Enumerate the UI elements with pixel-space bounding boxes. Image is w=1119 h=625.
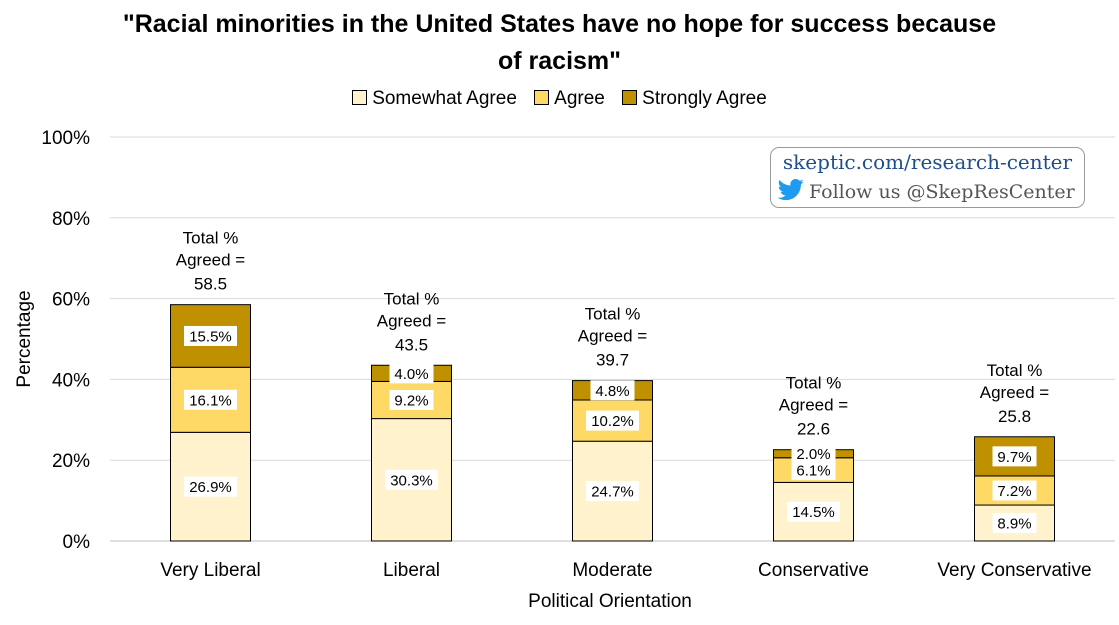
total-value: 43.5 bbox=[395, 335, 428, 354]
y-tick-label: 100% bbox=[41, 128, 90, 149]
legend-swatch-agree bbox=[534, 90, 550, 105]
data-label-bg bbox=[184, 389, 237, 410]
data-label-bg bbox=[586, 481, 639, 502]
total-value: 58.5 bbox=[194, 275, 227, 294]
data-label: 16.1% bbox=[189, 392, 232, 409]
data-label-bg bbox=[992, 513, 1037, 534]
y-tick-label: 0% bbox=[63, 532, 91, 553]
data-label: 8.9% bbox=[997, 516, 1031, 533]
x-tick-label: Very Liberal bbox=[160, 560, 260, 581]
legend-item-somewhat-agree: Somewhat Agree bbox=[352, 88, 517, 110]
data-label: 2.0% bbox=[796, 446, 830, 463]
total-label-line1: Total % bbox=[183, 229, 239, 248]
total-label-line2: Agreed = bbox=[377, 311, 447, 330]
y-axis-label: Percentage bbox=[14, 290, 35, 387]
data-label-bg bbox=[389, 390, 434, 411]
title-line-2: of racism" bbox=[497, 47, 621, 75]
data-label-bg bbox=[184, 476, 237, 497]
y-tick-label: 40% bbox=[52, 370, 90, 391]
legend-swatch-somewhat-agree bbox=[352, 90, 368, 105]
x-tick-label: Very Conservative bbox=[937, 560, 1091, 581]
legend-item-strongly-agree: Strongly Agree bbox=[622, 88, 767, 110]
twitter-bird-icon bbox=[777, 179, 805, 206]
total-value: 22.6 bbox=[797, 420, 830, 439]
data-label: 9.7% bbox=[997, 449, 1031, 466]
data-label-bg bbox=[389, 363, 434, 384]
x-tick-label: Liberal bbox=[383, 560, 440, 581]
data-label-bg bbox=[791, 443, 836, 464]
watermark-box: skeptic.com/research-center Follow us @S… bbox=[770, 147, 1085, 208]
legend: Somewhat Agree Agree Strongly Agree bbox=[0, 88, 1119, 110]
data-label: 15.5% bbox=[189, 328, 232, 345]
data-label: 10.2% bbox=[591, 413, 634, 430]
legend-label-agree: Agree bbox=[554, 88, 605, 109]
legend-swatch-strongly-agree bbox=[622, 90, 638, 105]
total-label-line2: Agreed = bbox=[176, 251, 246, 270]
x-tick-label: Conservative bbox=[758, 560, 869, 581]
data-label: 14.5% bbox=[792, 504, 835, 521]
legend-label-strongly-agree: Strongly Agree bbox=[642, 88, 767, 109]
data-label-bg bbox=[586, 410, 639, 431]
data-label-bg bbox=[385, 469, 438, 490]
data-label-bg bbox=[184, 325, 237, 346]
y-tick-label: 60% bbox=[52, 290, 90, 311]
total-label-line2: Agreed = bbox=[980, 383, 1050, 402]
legend-label-somewhat-agree: Somewhat Agree bbox=[372, 88, 517, 109]
watermark-follow-text: Follow us @SkepResCenter bbox=[809, 181, 1075, 203]
legend-item-agree: Agree bbox=[534, 88, 605, 110]
total-label-line1: Total % bbox=[585, 305, 641, 324]
total-label-line2: Agreed = bbox=[779, 396, 849, 415]
total-label-line1: Total % bbox=[987, 361, 1043, 380]
title-line-1: "Racial minorities in the United States … bbox=[122, 10, 997, 38]
data-label-bg bbox=[992, 480, 1037, 501]
data-label: 7.2% bbox=[997, 483, 1031, 500]
data-label: 4.0% bbox=[394, 366, 428, 383]
data-label: 26.9% bbox=[189, 479, 232, 496]
data-label: 4.8% bbox=[595, 383, 629, 400]
total-label-line1: Total % bbox=[384, 289, 440, 308]
total-label-line1: Total % bbox=[786, 374, 842, 393]
total-label-line2: Agreed = bbox=[578, 327, 648, 346]
y-tick-label: 80% bbox=[52, 209, 90, 230]
x-tick-label: Moderate bbox=[572, 560, 652, 581]
x-axis-label: Political Orientation bbox=[528, 591, 692, 612]
data-label-bg bbox=[787, 501, 840, 522]
chart-title: "Racial minorities in the United States … bbox=[0, 6, 1119, 80]
data-label: 24.7% bbox=[591, 484, 634, 501]
watermark-follow: Follow us @SkepResCenter bbox=[777, 179, 1075, 206]
data-label: 6.1% bbox=[796, 463, 830, 480]
data-label: 9.2% bbox=[394, 393, 428, 410]
y-tick-label: 20% bbox=[52, 451, 90, 472]
data-label-bg bbox=[992, 446, 1037, 467]
total-value: 25.8 bbox=[998, 407, 1031, 426]
watermark-url: skeptic.com/research-center bbox=[782, 150, 1073, 174]
data-label-bg bbox=[791, 460, 836, 481]
data-label-bg bbox=[590, 380, 635, 401]
total-value: 39.7 bbox=[596, 351, 629, 370]
data-label: 30.3% bbox=[390, 472, 433, 489]
